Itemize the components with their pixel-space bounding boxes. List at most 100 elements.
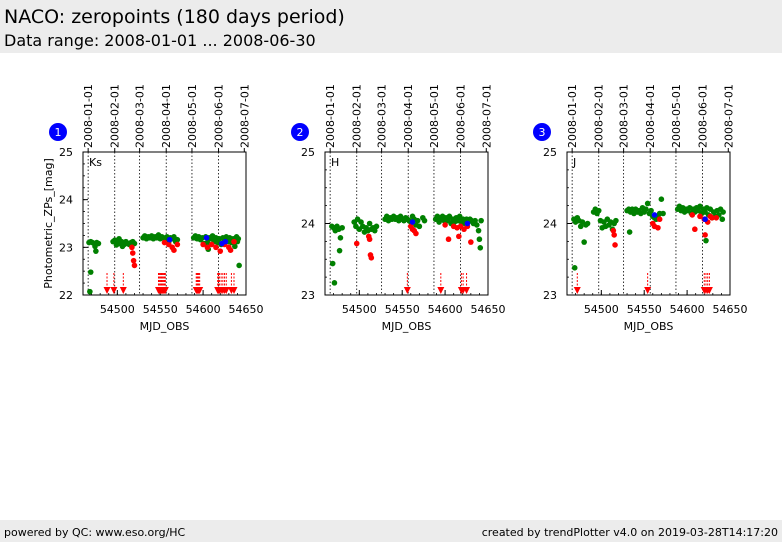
data-point-green <box>584 220 591 227</box>
off-scale-arrow-head <box>161 287 169 294</box>
chart-panel-3: 3 54500 54550 54600 54650 23 24 25 2008-01-01 200… <box>533 84 748 333</box>
data-point-green <box>95 240 102 247</box>
data-point-green <box>577 223 584 230</box>
filter-label: Ks <box>89 156 102 169</box>
date-tick-label: 2008-07-01 <box>480 84 493 148</box>
date-tick-label: 2008-05-01 <box>428 84 441 148</box>
y-tick-label: 24 <box>301 218 315 231</box>
y-tick-label: 23 <box>301 289 315 302</box>
footer-powered-by: powered by QC: www.eso.org/HC <box>4 526 186 539</box>
data-point-green <box>232 243 238 250</box>
panel-badge <box>49 123 67 141</box>
date-tick-label: 2008-06-01 <box>213 84 226 148</box>
x-tick-label: 54550 <box>143 303 178 316</box>
filter-label: J <box>572 156 576 169</box>
data-point-green <box>331 280 338 286</box>
date-tick-label: 2008-04-01 <box>402 84 415 148</box>
x-tick-label: 54500 <box>100 303 135 316</box>
data-point-green <box>416 223 423 230</box>
off-scale-arrow-head <box>230 287 238 294</box>
panel-badge-number: 3 <box>539 126 546 139</box>
data-point-green <box>474 222 480 228</box>
chart-panel-2: 2 54500 54550 54600 54650 23 24 25 2008-01-01 200… <box>291 84 506 333</box>
y-tick-label: 22 <box>59 289 73 302</box>
y-tick-label: 25 <box>543 146 557 159</box>
data-point-red <box>353 240 360 247</box>
y-tick-label: 25 <box>59 146 73 159</box>
data-point-green <box>371 227 378 234</box>
data-point-green <box>93 248 99 254</box>
filter-label: H <box>331 156 339 169</box>
x-tick-label: 54650 <box>713 303 748 316</box>
off-scale-arrow-head <box>437 287 445 294</box>
footer-created-by: created by trendPlotter v4.0 on 2019-03-… <box>481 526 778 539</box>
data-point-green <box>339 224 345 231</box>
data-point-red <box>227 247 234 253</box>
data-point-green <box>477 245 484 251</box>
x-axis-label: MJD_OBS <box>140 320 190 333</box>
data-point-green <box>337 235 344 241</box>
data-point-green <box>643 206 649 212</box>
off-scale-arrow-head <box>103 287 111 294</box>
data-point-red <box>655 224 661 231</box>
data-point-red <box>366 236 373 243</box>
y-tick-label: 25 <box>301 146 315 159</box>
data-point-red <box>456 233 462 240</box>
data-point-green <box>581 239 587 245</box>
data-point-red <box>217 248 224 254</box>
x-tick-label: 54650 <box>471 303 506 316</box>
data-point-green <box>329 260 336 267</box>
data-point-blue <box>464 220 471 227</box>
date-tick-label: 2008-07-01 <box>238 84 251 148</box>
data-point-red <box>204 244 211 251</box>
date-tick-label: 2008-06-01 <box>455 84 468 148</box>
date-tick-label: 2008-03-01 <box>376 84 389 148</box>
data-point-green <box>236 262 242 269</box>
data-point-green <box>472 217 478 224</box>
date-tick-label: 2008-04-01 <box>644 84 657 148</box>
x-tick-label: 54600 <box>186 303 221 316</box>
x-tick-label: 54600 <box>670 303 705 316</box>
data-point-green <box>595 207 602 214</box>
x-axis-label: MJD_OBS <box>624 320 674 333</box>
zeropoint-charts: 1 54500 54550 54600 54650 22 23 24 25 2008-01-01 2… <box>42 84 748 333</box>
data-point-red <box>129 250 136 256</box>
date-tick-label: 2008-05-01 <box>670 84 683 148</box>
date-tick-label: 2008-01-01 <box>82 84 95 148</box>
data-point-green <box>571 265 578 271</box>
date-tick-label: 2008-02-01 <box>593 84 606 148</box>
data-point-red <box>442 222 448 228</box>
data-point-green <box>366 220 373 227</box>
data-point-green <box>204 239 211 246</box>
data-point-blue <box>702 216 708 223</box>
off-scale-arrow-head <box>463 287 471 294</box>
y-tick-label: 24 <box>59 194 73 207</box>
x-axis-label: MJD_OBS <box>382 320 432 333</box>
data-point-blue <box>651 212 658 218</box>
data-point-green <box>703 237 709 244</box>
date-tick-label: 2008-04-01 <box>160 84 173 148</box>
report-footer: powered by QC: www.eso.org/HC created by… <box>0 520 782 542</box>
data-point-red <box>174 241 181 248</box>
panel-badge-number: 1 <box>55 126 62 139</box>
data-point-red <box>130 257 137 264</box>
off-scale-arrow-head <box>119 287 127 294</box>
panel-badge <box>291 123 309 141</box>
data-point-red <box>231 238 237 245</box>
data-point-green <box>626 229 633 235</box>
data-point-green <box>235 235 242 242</box>
data-point-blue <box>203 235 210 241</box>
date-tick-label: 2008-06-01 <box>697 84 710 148</box>
data-point-red <box>713 214 720 221</box>
data-point-red <box>413 230 419 237</box>
chart-panel-1: 1 54500 54550 54600 54650 22 23 24 25 2008-01-01 2… <box>42 84 264 333</box>
y-axis-label: Photometric_ZPs_[mag] <box>42 158 55 289</box>
data-point-red <box>702 232 708 238</box>
date-tick-label: 2008-02-01 <box>351 84 364 148</box>
data-point-red <box>612 242 618 248</box>
x-tick-label: 54550 <box>385 303 420 316</box>
data-point-red <box>656 216 663 223</box>
date-tick-label: 2008-07-01 <box>722 84 735 148</box>
data-point-red <box>610 227 617 234</box>
data-point-green <box>648 207 654 214</box>
